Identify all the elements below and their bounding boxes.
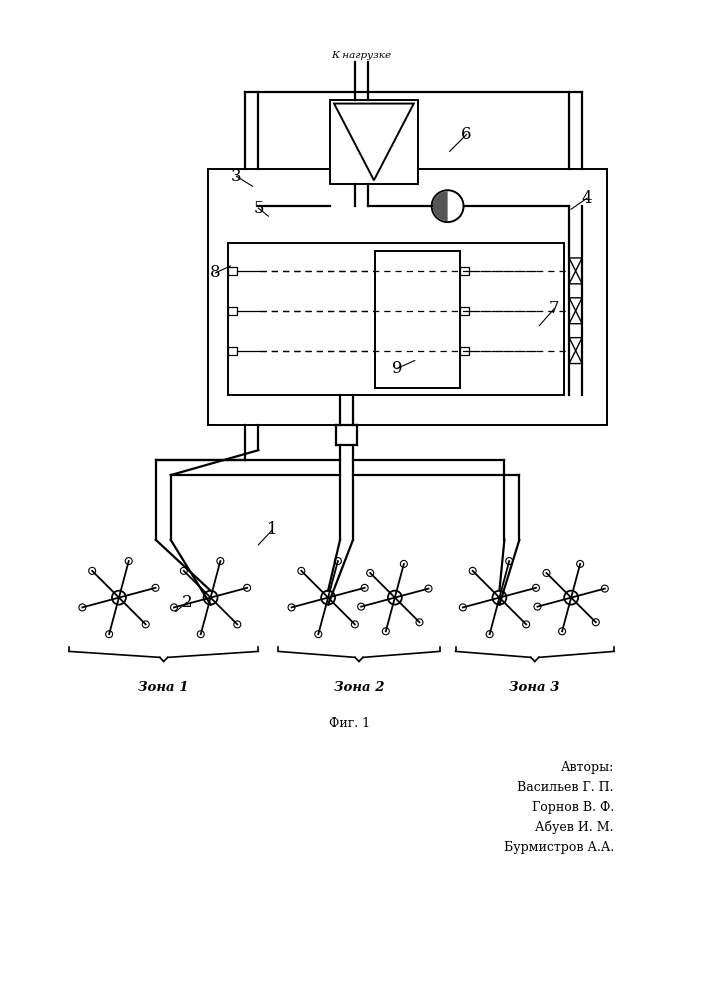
Circle shape (506, 558, 513, 565)
Circle shape (367, 569, 374, 576)
Circle shape (152, 584, 159, 591)
Text: 8: 8 (210, 264, 221, 281)
Circle shape (88, 567, 95, 574)
Circle shape (543, 569, 550, 576)
Text: 2: 2 (182, 594, 192, 611)
Text: 6: 6 (461, 126, 472, 143)
Circle shape (112, 591, 126, 605)
Text: Зона 3: Зона 3 (509, 681, 559, 694)
Circle shape (361, 584, 368, 591)
Circle shape (197, 631, 204, 638)
Circle shape (315, 631, 322, 638)
Circle shape (204, 591, 218, 605)
Polygon shape (228, 267, 238, 275)
Text: Абуев И. М.: Абуев И. М. (535, 821, 614, 834)
Circle shape (358, 603, 365, 610)
Polygon shape (228, 347, 238, 355)
Circle shape (486, 631, 493, 638)
Circle shape (559, 628, 566, 635)
Circle shape (425, 585, 432, 592)
Text: 7: 7 (549, 300, 559, 317)
Circle shape (532, 584, 539, 591)
Circle shape (180, 567, 187, 574)
Circle shape (125, 558, 132, 565)
Circle shape (469, 567, 476, 574)
Circle shape (592, 619, 600, 626)
Polygon shape (460, 347, 469, 355)
Circle shape (244, 584, 250, 591)
Circle shape (142, 621, 149, 628)
Polygon shape (460, 307, 469, 315)
Circle shape (334, 558, 341, 565)
Circle shape (460, 604, 467, 611)
Polygon shape (228, 307, 238, 315)
Text: К нагрузке: К нагрузке (332, 51, 392, 60)
Circle shape (400, 560, 407, 567)
Text: Зона 2: Зона 2 (334, 681, 384, 694)
Text: Горнов В. Ф.: Горнов В. Ф. (532, 801, 614, 814)
Polygon shape (330, 100, 418, 184)
Polygon shape (375, 251, 460, 388)
Circle shape (234, 621, 241, 628)
Circle shape (382, 628, 390, 635)
Circle shape (79, 604, 86, 611)
Polygon shape (460, 267, 469, 275)
Text: Зона 1: Зона 1 (139, 681, 189, 694)
Circle shape (351, 621, 358, 628)
Wedge shape (433, 191, 448, 221)
Circle shape (298, 567, 305, 574)
Text: Фиг. 1: Фиг. 1 (329, 717, 370, 730)
Circle shape (170, 604, 177, 611)
Circle shape (564, 591, 578, 605)
Circle shape (602, 585, 608, 592)
Circle shape (105, 631, 112, 638)
Text: Авторы:: Авторы: (561, 761, 614, 774)
Circle shape (321, 591, 335, 605)
Circle shape (577, 560, 584, 567)
Text: Васильев Г. П.: Васильев Г. П. (518, 781, 614, 794)
Text: 9: 9 (392, 360, 402, 377)
Text: 3: 3 (231, 168, 242, 185)
Circle shape (534, 603, 541, 610)
Text: 5: 5 (253, 200, 264, 217)
Circle shape (217, 558, 224, 565)
Circle shape (522, 621, 530, 628)
Circle shape (493, 591, 506, 605)
Circle shape (388, 591, 402, 605)
Circle shape (432, 190, 464, 222)
Text: 1: 1 (267, 521, 278, 538)
Text: 4: 4 (582, 190, 592, 207)
Text: Бурмистров А.А.: Бурмистров А.А. (503, 841, 614, 854)
Circle shape (416, 619, 423, 626)
Circle shape (288, 604, 295, 611)
